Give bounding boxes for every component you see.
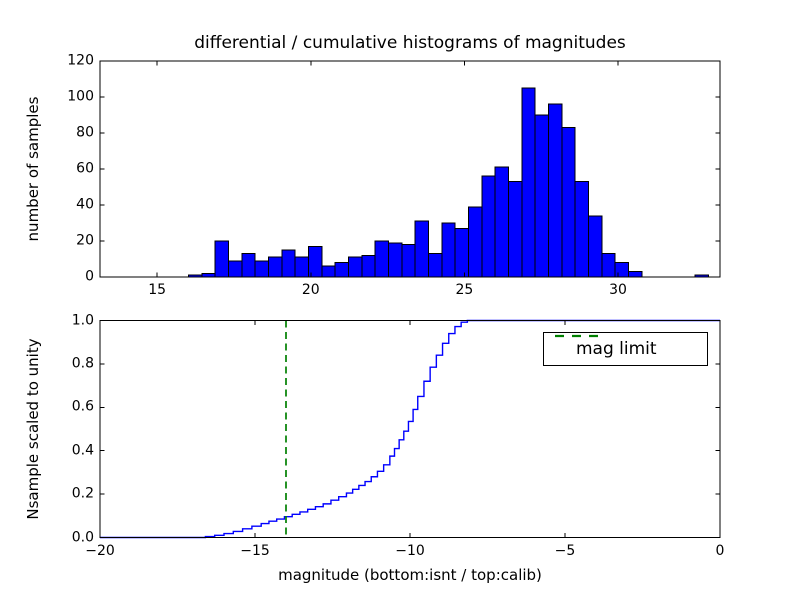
y-tick-label: 120 [67,52,94,69]
cumulative-step-curve [100,319,720,539]
histogram-bar [628,271,643,278]
xaxis-label: magnitude (bottom:isnt / top:calib) [278,566,542,584]
histogram-bar [414,220,429,278]
y-tick-label: 20 [76,232,94,249]
bottom-ylabel: Nsample scaled to unity [24,338,42,520]
histogram-bar [588,215,603,278]
plot-title: differential / cumulative histograms of … [194,33,626,53]
y-tick-label: 0.6 [71,398,94,415]
histogram-bar [521,87,536,278]
histogram-bar [267,256,283,278]
y-tick-label: 1.0 [71,312,94,328]
y-tick-label: 80 [76,124,94,141]
histogram-bar [481,175,496,278]
histogram-bar [361,254,376,278]
legend-label: mag limit [576,339,657,359]
histogram-bar [307,245,323,278]
top-ylabel: number of samples [24,96,42,242]
histogram-bar [401,244,416,278]
y-tick-label: 40 [76,196,94,213]
histogram-bar [387,242,403,278]
y-tick-label: 0 [85,268,94,285]
x-tick-label: −15 [240,542,270,559]
histogram-bar [294,256,309,278]
histogram-bar [561,127,576,278]
histogram-bar [494,166,509,278]
y-tick-label: 60 [76,160,94,177]
histogram-bar [614,262,630,278]
histogram-bar [241,253,256,278]
histogram-bar [601,253,616,278]
histogram-bar [467,206,483,278]
x-tick-label: −10 [395,542,425,559]
histogram-bar [441,222,456,278]
histogram-bar [548,103,563,278]
histogram-bar [534,114,550,278]
histogram-bar [281,249,296,278]
x-tick-label: 25 [455,282,474,298]
histogram-bar [227,260,243,278]
y-tick-label: 0.4 [71,442,94,459]
histogram-bar [334,262,349,278]
histogram-bar [574,181,590,278]
y-tick-label: 0.0 [71,529,94,545]
histogram-bar [507,181,523,278]
histogram-bar [427,253,443,278]
x-tick-label: 20 [301,282,320,298]
x-tick-label: −20 [85,542,115,559]
histogram-bar [214,240,229,278]
histogram-bar [454,227,469,278]
y-tick-label: 0.8 [71,355,94,372]
x-tick-label: 15 [148,282,167,298]
x-tick-label: 30 [609,282,627,298]
legend: mag limit [543,332,708,366]
histogram-bar [254,260,269,278]
x-tick-label: −5 [554,542,576,559]
histogram-bar [347,256,363,278]
histogram-bar [321,265,336,278]
x-tick-label: 0 [715,542,725,559]
y-tick-label: 0.2 [71,485,94,502]
histogram-bar [374,240,389,278]
histogram-bar [201,272,216,278]
legend-dashed-line-icon [555,334,599,338]
y-tick-label: 100 [67,88,94,105]
